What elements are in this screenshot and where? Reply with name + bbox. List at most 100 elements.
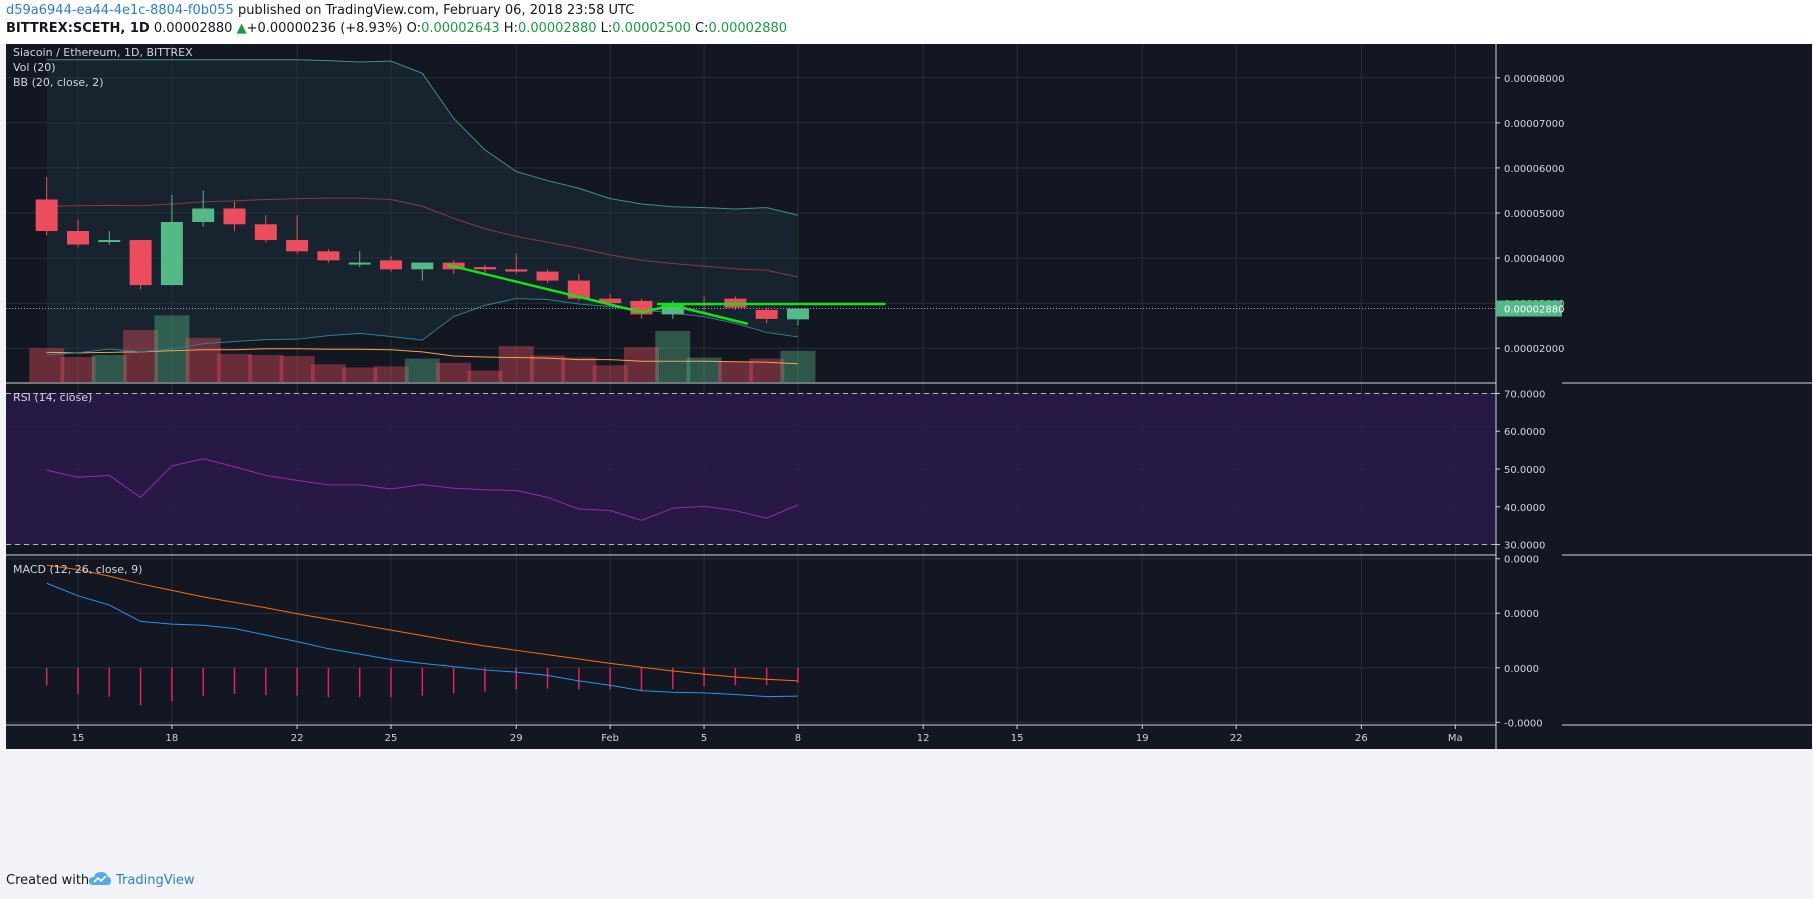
volume-bar xyxy=(498,346,534,382)
candle-body xyxy=(192,208,215,223)
price-tick-label: 0.00004000 xyxy=(1504,254,1564,265)
chart-svg[interactable]: 0.00008000 0.00007000 0.00006000 0.00005000… xyxy=(6,44,1812,862)
time-tick-label: 15 xyxy=(1011,733,1024,744)
author-link[interactable]: d59a6944-ea44-4e1c-8804-f0b055 xyxy=(6,3,234,18)
bottom-strip xyxy=(6,749,1812,862)
macd-title: MACD (12, 26, close, 9) xyxy=(13,563,142,576)
macd-histogram-bar xyxy=(139,667,142,706)
macd-histogram-bar xyxy=(609,667,611,690)
volume-bar xyxy=(310,364,346,382)
rsi-tick-label: 40.0000 xyxy=(1504,503,1545,514)
macd-histogram-bar xyxy=(797,667,799,684)
macd-line xyxy=(46,582,798,698)
candle-body xyxy=(35,199,58,232)
macd-histogram-bar xyxy=(390,667,392,698)
published-text: published on TradingView.com, February 0… xyxy=(233,3,635,18)
macd-histogram-bar xyxy=(765,667,768,686)
publish-info: d59a6944-ea44-4e1c-8804-f0b055 published… xyxy=(6,3,634,18)
last-price-badge xyxy=(1496,300,1562,317)
candle xyxy=(129,240,152,290)
candle xyxy=(348,251,371,268)
candle xyxy=(536,269,559,283)
volume-bar xyxy=(342,367,378,382)
symbol-name: BITTREX:SCETH, 1D xyxy=(6,21,150,36)
volume-bar xyxy=(279,356,315,382)
created-with-text: Created with xyxy=(6,873,90,888)
rsi-band xyxy=(6,393,1496,545)
volume-bar xyxy=(561,357,597,382)
candles xyxy=(35,176,809,326)
candle-body xyxy=(348,262,371,265)
candle-body xyxy=(223,208,246,225)
macd-histogram xyxy=(45,667,799,706)
macd-histogram-bar xyxy=(703,667,705,687)
volume-bar xyxy=(749,358,785,382)
price-tick-label: 0.00006000 xyxy=(1504,164,1564,175)
chart-area[interactable]: 0.00008000 0.00007000 0.00006000 0.00005000… xyxy=(6,44,1812,862)
candle xyxy=(223,201,246,232)
macd-histogram-bar xyxy=(671,667,674,690)
volume-bar xyxy=(623,347,659,382)
low-label: L: xyxy=(600,21,613,36)
high-label: H: xyxy=(503,21,518,36)
price-tick-label: 0.00002000 xyxy=(1504,344,1564,355)
candle xyxy=(755,307,778,324)
macd-histogram-bar xyxy=(327,667,330,698)
time-tick-label: 22 xyxy=(1230,733,1243,744)
volume-bar xyxy=(123,330,159,382)
candle-body xyxy=(630,300,653,315)
time-tick-label: 8 xyxy=(795,733,801,744)
volume-bar xyxy=(29,348,65,382)
volume-bar xyxy=(655,331,691,382)
volume-bar xyxy=(780,350,816,382)
candle xyxy=(35,176,58,236)
tradingview-link[interactable]: TradingView xyxy=(116,873,195,888)
volume-ma-line xyxy=(46,348,798,365)
time-tick-label: 19 xyxy=(1136,733,1149,744)
up-arrow-icon: ▲ xyxy=(236,21,247,36)
rsi-tick-label: 70.0000 xyxy=(1504,389,1545,400)
rsi-tick-label: 30.0000 xyxy=(1504,541,1545,552)
open-value: 0.00002643 xyxy=(421,21,500,36)
time-tick-label: Ma xyxy=(1448,733,1463,744)
macd-tick-label: -0.0000 xyxy=(1504,718,1543,729)
candle-body xyxy=(755,309,778,319)
volume-bar xyxy=(217,353,253,382)
candle xyxy=(66,219,89,247)
tradingview-cloud-icon[interactable] xyxy=(88,871,112,887)
macd-histogram-bar xyxy=(484,667,486,692)
price-tick-label: 0.00005000 xyxy=(1504,209,1564,220)
time-tick-label: 22 xyxy=(291,733,304,744)
candle xyxy=(286,215,309,254)
candle xyxy=(411,262,434,281)
candle xyxy=(380,255,403,272)
candle xyxy=(160,194,183,286)
volume-bar xyxy=(717,361,753,382)
low-value: 0.00002500 xyxy=(612,21,691,36)
macd-tick-label: 0.0000 xyxy=(1504,555,1539,566)
time-tick-label: Feb xyxy=(601,733,619,744)
candle xyxy=(192,190,215,227)
candle-body xyxy=(536,271,559,281)
time-tick-label: 5 xyxy=(701,733,707,744)
chart-title: Siacoin / Ethereum, 1D, BITTREX xyxy=(13,46,193,59)
candle-body xyxy=(567,280,590,299)
volume-bar xyxy=(60,357,96,382)
volume-bar xyxy=(467,370,503,382)
rsi-title: RSI (14, close) xyxy=(13,391,92,404)
candle-body xyxy=(317,251,340,261)
time-tick-label: 12 xyxy=(917,733,930,744)
candle-body xyxy=(160,222,183,286)
macd-signal-line xyxy=(46,564,798,682)
macd-histogram-bar xyxy=(358,667,361,698)
trendline xyxy=(672,304,749,326)
volume-indicator-label: Vol (20) xyxy=(13,61,56,74)
macd-histogram-bar xyxy=(578,667,580,690)
candle-body xyxy=(98,240,121,243)
rsi-tick-label: 60.0000 xyxy=(1504,427,1545,438)
macd-histogram-bar xyxy=(640,667,643,692)
candle-body xyxy=(254,224,277,241)
volume-bar xyxy=(404,358,440,382)
candle xyxy=(505,253,528,274)
bb-indicator-label: BB (20, close, 2) xyxy=(13,76,104,89)
